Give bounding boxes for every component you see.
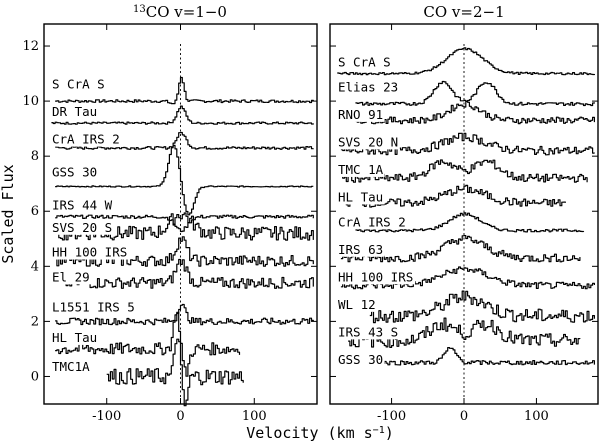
spectrum-trace [355,80,595,107]
x-axis-title-close: ) [385,424,394,442]
spectrum-label-bg [51,105,99,120]
panel-13co-title: 13CO v=1−0 [133,3,227,21]
y-tick-label: 6 [31,204,39,219]
spectrum-label: S CrA S [338,55,391,70]
x-tick-label: 0 [176,409,184,424]
y-tick-label: 8 [31,149,39,164]
spectrum-label-bg [337,297,377,312]
spectrum-label-bg [51,330,99,345]
spectrum-label: CrA IRS 2 [52,132,120,147]
spectrum-label: HL Tau [52,330,97,345]
spectrum-label: SVS 20 S [52,220,112,235]
x-tick-label: 100 [524,409,549,424]
spectrum-label: GSS 30 [338,352,383,367]
spectrum-label-bg [51,220,114,235]
y-tick-label: 10 [22,94,39,109]
x-axis-title: Velocity (km s−1) [246,424,394,442]
spectrum-label: TMC1A [52,359,90,374]
spectrum-trace [55,258,314,289]
spectrum-trace [55,303,314,326]
spectrum-label-bg [337,135,400,150]
spectrum-label-bg [337,242,385,257]
spectrum-label: IRS 43 S [338,324,398,339]
spectrum-label: El 29 [52,269,90,284]
spectrum-label-bg [337,352,385,367]
panel-co21-title: CO v=2−1 [423,3,504,21]
spectrum-label: DR Tau [52,104,97,119]
y-tick-label: 4 [31,259,39,274]
spectrum-trace [369,290,595,324]
panel-co21-plot: -100 0 100 S CrA S Elias 23 RNO 91 SVS 20 N TMC… [330,24,598,424]
spectrum-trace [55,236,314,267]
spectrum-label: IRS 44 W [52,198,113,213]
spectrum-trace [55,76,314,105]
spectrum-label: S CrA S [52,77,105,92]
spectrum-label: Elias 23 [338,79,398,94]
spectrum-trace [55,131,314,150]
y-tick-label: 2 [31,314,39,329]
spectrum-label: IRS 63 [338,242,383,257]
spectrum-label-bg [51,165,99,180]
panel-13co-title-sup: 13 [133,4,146,15]
spectrum-label: HH 100 IRS [338,269,413,284]
spectrum-label-bg [51,359,91,374]
spectrum-label: L1551 IRS 5 [52,300,135,315]
spectrum-label-bg [51,77,107,92]
spectrum-label-bg [51,270,91,285]
spectrum-label: HH 100 IRS [52,245,127,260]
spectrum-label-bg [337,80,400,95]
spectrum-trace [348,317,581,348]
x-axis-title-sup: −1 [373,425,385,436]
spectrum-label-bg [51,132,122,147]
spectrum-label: TMC 1A [338,162,384,177]
spectrum-trace [337,47,595,76]
spectrum-label: GSS 30 [52,165,97,180]
spectrum-label-bg [337,162,385,177]
plot-layer: -100 0 100 0 2 4 6 8 10 12 S CrA S DR Tau CrA IRS 2 G… [22,24,598,424]
y-axis-title: Scaled Flux [0,164,17,263]
x-tick-label: 100 [242,409,267,424]
panel-13co-title-main: CO v=1−0 [146,3,227,21]
spectrum-trace [55,144,314,216]
spectrum-label-bg [337,270,415,285]
spectrum-label: HL Tau [338,189,383,204]
x-tick-label: 0 [460,409,468,424]
spectrum-label: SVS 20 N [338,134,398,149]
spectrum-trace [340,235,581,263]
spectrum-label-bg [51,245,129,260]
spectrum-label-bg [337,107,385,122]
y-tick-label: 12 [22,39,39,54]
spectrum-label-bg [337,215,408,230]
x-tick-label: -100 [377,409,406,424]
spectrum-label-bg [51,198,114,213]
spectrum-trace [340,132,595,156]
spectrum-label: RNO 91 [338,107,383,122]
spectrum-trace [340,266,595,290]
spectrum-trace [355,212,585,233]
y-tick-label: 0 [31,369,39,384]
spectrum-label-bg [51,300,137,315]
spectrum-trace [55,214,314,233]
spectrum-trace [355,100,595,125]
spectrum-label-bg [337,55,393,70]
spectrum-label: WL 12 [338,297,376,312]
spectrum-trace [106,338,244,407]
x-tick-label: -100 [92,409,121,424]
spectrum-trace [344,184,566,208]
spectrum-label: CrA IRS 2 [338,214,406,229]
panel-13co-plot: -100 0 100 0 2 4 6 8 10 12 S CrA S DR Tau CrA IRS 2 G… [22,24,317,424]
spectrum-trace [51,105,314,125]
spectrum-label-bg [337,190,385,205]
spectrum-trace [55,311,241,377]
spectrum-label-bg [337,325,400,340]
x-axis-title-main: Velocity (km s [246,424,372,442]
